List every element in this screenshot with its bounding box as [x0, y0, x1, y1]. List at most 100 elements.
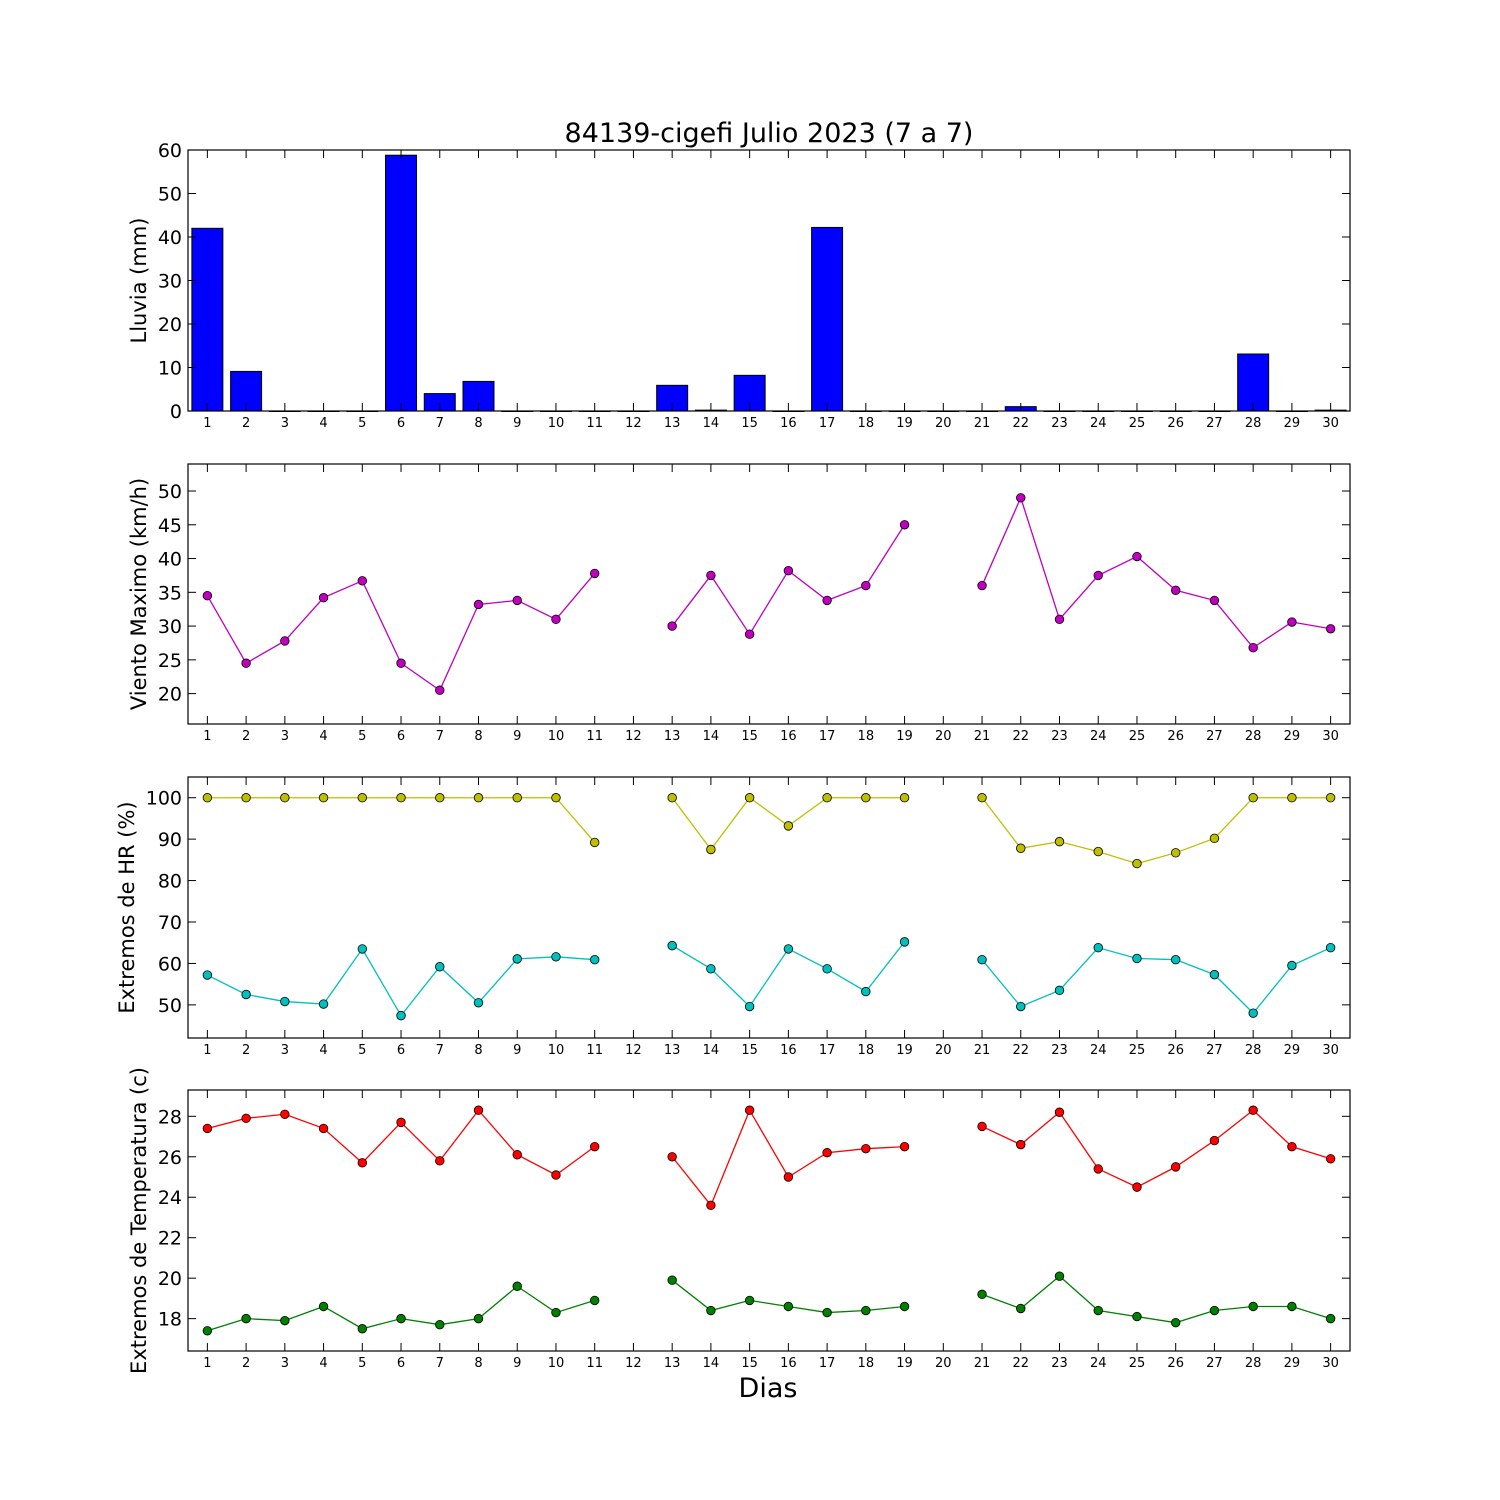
point-series-2-day-13	[667, 1275, 677, 1285]
x-tick-label: 29	[1284, 416, 1301, 431]
x-tick-label: 11	[586, 416, 603, 431]
x-tick-label: 24	[1090, 416, 1107, 431]
x-tick-label: 9	[513, 1043, 521, 1058]
x-tick-label: 27	[1206, 1356, 1223, 1371]
x-tick-label: 9	[513, 416, 521, 431]
point-series-1-day-6	[396, 793, 406, 803]
x-tick-label: 2	[242, 416, 250, 431]
x-tick-label: 17	[819, 1043, 836, 1058]
series-line-1-segment-1	[207, 797, 596, 843]
x-tick-label: 8	[474, 1356, 482, 1371]
axes-frame	[187, 776, 1351, 1039]
x-tick-label: 23	[1051, 729, 1068, 744]
point-series-1-day-29	[1287, 1141, 1297, 1152]
x-tick-label: 13	[664, 1043, 681, 1058]
point-series-1-day-23	[1054, 836, 1065, 847]
point-series-1-day-30	[1325, 1154, 1336, 1164]
bar-day-6	[385, 154, 418, 412]
x-tick-label: 24	[1090, 1356, 1107, 1371]
x-tick-label: 17	[819, 416, 836, 431]
point-series-1-day-4	[318, 1123, 329, 1134]
point-series-1-day-21	[977, 793, 987, 803]
x-tick-label: 21	[974, 1356, 991, 1371]
y-tick-label: 80	[158, 871, 182, 893]
point-series-1-day-15	[744, 1105, 755, 1115]
x-tick-label: 12	[625, 1356, 642, 1371]
x-tick-label: 13	[664, 416, 681, 431]
point-series-1-day-21	[977, 1121, 987, 1132]
x-tick-label: 20	[935, 1043, 952, 1058]
y-tick-label: 20	[158, 314, 182, 336]
point-series-1-day-1	[202, 793, 213, 803]
point-series-2-day-8	[473, 1313, 484, 1324]
x-tick-label: 10	[548, 1043, 565, 1058]
point-series-1-day-26	[1170, 848, 1181, 858]
y-tick-label: 50	[158, 184, 182, 206]
y-tick-label: 60	[158, 140, 182, 162]
point-series-2-day-7	[435, 962, 445, 972]
point-series-1-day-29	[1287, 793, 1297, 803]
y-tick-label: 60	[158, 953, 182, 975]
point-series-2-day-17	[822, 964, 832, 974]
point-series-2-day-3	[280, 1315, 290, 1326]
point-series-2-day-15	[744, 1001, 755, 1012]
point-series-2-day-9	[512, 954, 522, 964]
x-tick-label: 9	[513, 729, 521, 744]
x-tick-label: 17	[819, 1356, 836, 1371]
y-tick-label: 25	[158, 650, 182, 672]
point-series-2-day-9	[512, 1281, 522, 1291]
point-series-1-day-22	[1016, 843, 1026, 853]
chart-title: 84139-cigefi Julio 2023 (7 a 7)	[565, 118, 974, 149]
point-series-2-day-16	[783, 944, 794, 954]
point-series-2-day-6	[396, 1010, 406, 1021]
x-tick-label: 27	[1206, 729, 1223, 744]
x-tick-label: 26	[1167, 1356, 1184, 1371]
y-tick-label: 40	[158, 227, 182, 249]
point-series-1-day-19	[899, 520, 910, 530]
point-series-2-day-28	[1248, 1301, 1258, 1312]
x-tick-label: 26	[1167, 416, 1184, 431]
x-tick-label: 28	[1245, 416, 1262, 431]
bar-day-28	[1237, 353, 1270, 412]
x-tick-label: 5	[358, 729, 366, 744]
point-series-1-day-9	[512, 1150, 522, 1160]
y-tick-label: 30	[158, 616, 182, 638]
x-tick-label: 8	[474, 1043, 482, 1058]
series-line-2-segment-3	[981, 1275, 1331, 1324]
point-series-2-day-11	[590, 955, 600, 965]
point-series-2-day-23	[1054, 1271, 1065, 1281]
point-series-2-day-25	[1132, 953, 1142, 964]
x-tick-label: 4	[319, 1043, 327, 1058]
x-tick-label: 30	[1322, 1356, 1339, 1371]
x-tick-label: 8	[474, 416, 482, 431]
point-series-1-day-23	[1054, 614, 1065, 625]
y-tick-label: 20	[158, 1268, 182, 1290]
y-tick-label: 70	[158, 912, 182, 934]
x-tick-label: 23	[1051, 1356, 1068, 1371]
point-series-1-day-13	[667, 793, 677, 803]
y-tick-label: 18	[158, 1309, 182, 1331]
point-series-1-day-5	[357, 793, 368, 803]
point-series-2-day-3	[280, 996, 290, 1007]
point-series-2-day-30	[1325, 1313, 1336, 1324]
x-tick-label: 16	[780, 1043, 797, 1058]
point-series-1-day-21	[977, 580, 987, 591]
y-tick-label: 20	[158, 684, 182, 706]
point-series-1-day-15	[744, 629, 755, 639]
point-series-2-day-2	[241, 1313, 251, 1324]
x-tick-label: 5	[358, 1043, 366, 1058]
point-series-1-day-25	[1132, 858, 1142, 869]
y-tick-label: 100	[146, 788, 182, 810]
point-series-2-day-24	[1093, 942, 1103, 953]
x-tick-label: 2	[242, 1356, 250, 1371]
x-tick-label: 22	[1012, 1356, 1029, 1371]
point-series-2-day-19	[899, 937, 910, 947]
point-series-2-day-30	[1325, 942, 1336, 953]
x-tick-label: 4	[319, 729, 327, 744]
point-series-1-day-16	[783, 1172, 794, 1182]
x-tick-label: 14	[703, 1356, 720, 1371]
